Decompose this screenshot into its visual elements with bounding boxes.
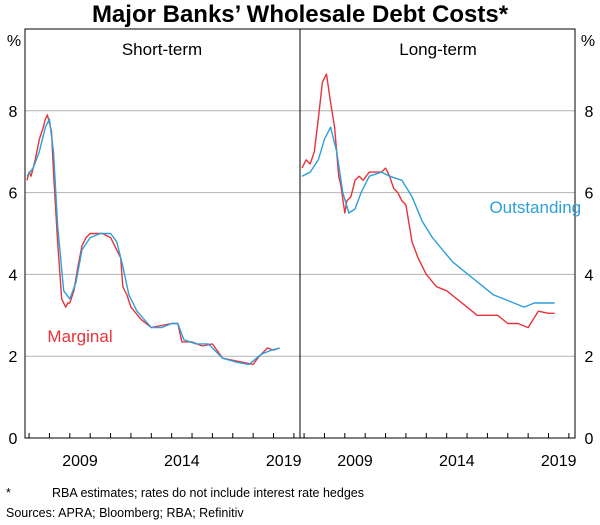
y-unit-right: % [581, 33, 595, 50]
series-line-short-0 [26, 114, 280, 366]
x-tick-label: 2014 [164, 453, 200, 470]
panel-title-long-term: Long-term [399, 40, 476, 59]
y-tick-label-right: 4 [585, 267, 594, 284]
series-line-long-0 [301, 73, 555, 329]
y-tick-label-right: 6 [585, 186, 594, 203]
y-tick-label-left: 2 [9, 349, 18, 366]
y-tick-label-left: 8 [9, 104, 18, 121]
y-ticks: 0 0 2 2 4 4 6 6 8 8 [9, 104, 594, 448]
footnote-sources: Sources: APRA; Bloomberg; RBA; Refinitiv [6, 506, 244, 520]
series-lines [26, 73, 555, 366]
y-tick-label-right: 8 [585, 104, 594, 121]
series-label: Marginal [47, 327, 112, 346]
y-tick-label-right: 2 [585, 349, 594, 366]
x-tick-label: 2019 [541, 453, 577, 470]
chart-title: Major Banks’ Wholesale Debt Costs* [92, 1, 509, 28]
series-labels: Marginal Outstanding [47, 198, 581, 346]
footnote-1: * RBA estimates; rates do not include int… [6, 486, 364, 500]
series-line-short-1 [26, 118, 280, 366]
footnote-text: RBA estimates; rates do not include inte… [52, 486, 364, 500]
footnote-mark: * [6, 486, 11, 500]
y-tick-label-left: 0 [9, 431, 18, 448]
panel-title-short-term: Short-term [122, 40, 202, 59]
y-tick-label-left: 4 [9, 267, 18, 284]
y-tick-label-left: 6 [9, 186, 18, 203]
x-tick-label: 2009 [62, 453, 98, 470]
series-label: Outstanding [489, 198, 581, 217]
x-ticks: 2009 2014 2019 2009 2014 2019 [28, 433, 577, 470]
x-tick-label: 2019 [266, 453, 302, 470]
y-tick-label-right: 0 [585, 431, 594, 448]
x-tick-label: 2009 [337, 453, 373, 470]
y-unit-left: % [7, 33, 21, 50]
x-tick-label: 2014 [439, 453, 475, 470]
sources-text: Sources: APRA; Bloomberg; RBA; Refinitiv [6, 506, 244, 520]
series-line-long-1 [301, 126, 555, 308]
